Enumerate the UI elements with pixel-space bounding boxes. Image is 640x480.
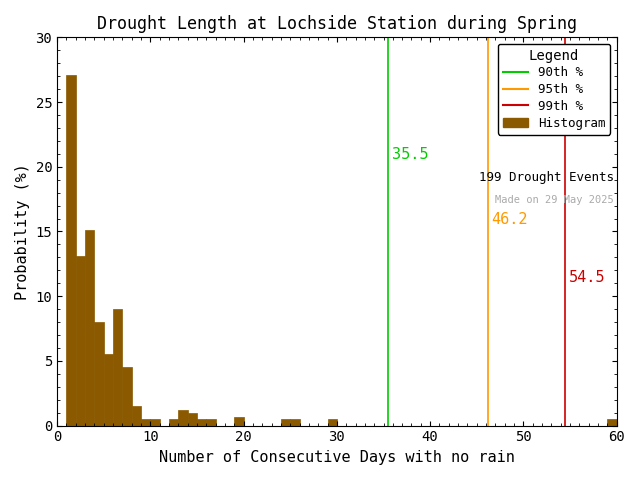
Bar — [85, 230, 95, 426]
Bar — [104, 354, 113, 426]
Title: Drought Length at Lochside Station during Spring: Drought Length at Lochside Station durin… — [97, 15, 577, 33]
Text: 199 Drought Events: 199 Drought Events — [479, 171, 614, 184]
95th % — [484, 410, 492, 416]
Bar — [150, 419, 160, 426]
Bar — [169, 419, 179, 426]
99th % — [561, 410, 569, 416]
Text: Made on 29 May 2025: Made on 29 May 2025 — [495, 194, 614, 204]
Text: 54.5: 54.5 — [569, 270, 605, 285]
Bar — [281, 419, 291, 426]
Bar — [179, 410, 188, 426]
Bar — [234, 417, 244, 426]
Bar — [291, 419, 300, 426]
Text: 35.5: 35.5 — [392, 147, 428, 162]
Bar — [113, 309, 122, 426]
X-axis label: Number of Consecutive Days with no rain: Number of Consecutive Days with no rain — [159, 450, 515, 465]
90th % — [385, 423, 392, 429]
90th % — [385, 410, 392, 416]
Bar — [141, 419, 150, 426]
Legend: 90th %, 95th %, 99th %, Histogram: 90th %, 95th %, 99th %, Histogram — [498, 44, 611, 134]
Bar — [76, 256, 85, 426]
Bar — [132, 406, 141, 426]
Y-axis label: Probability (%): Probability (%) — [15, 163, 30, 300]
95th % — [484, 423, 492, 429]
Bar — [197, 419, 206, 426]
Text: 46.2: 46.2 — [492, 212, 528, 227]
Bar — [188, 413, 197, 426]
Bar — [607, 419, 616, 426]
Bar — [95, 322, 104, 426]
99th % — [561, 423, 569, 429]
Bar — [206, 419, 216, 426]
Bar — [328, 419, 337, 426]
Bar — [122, 367, 132, 426]
Bar — [67, 75, 76, 426]
